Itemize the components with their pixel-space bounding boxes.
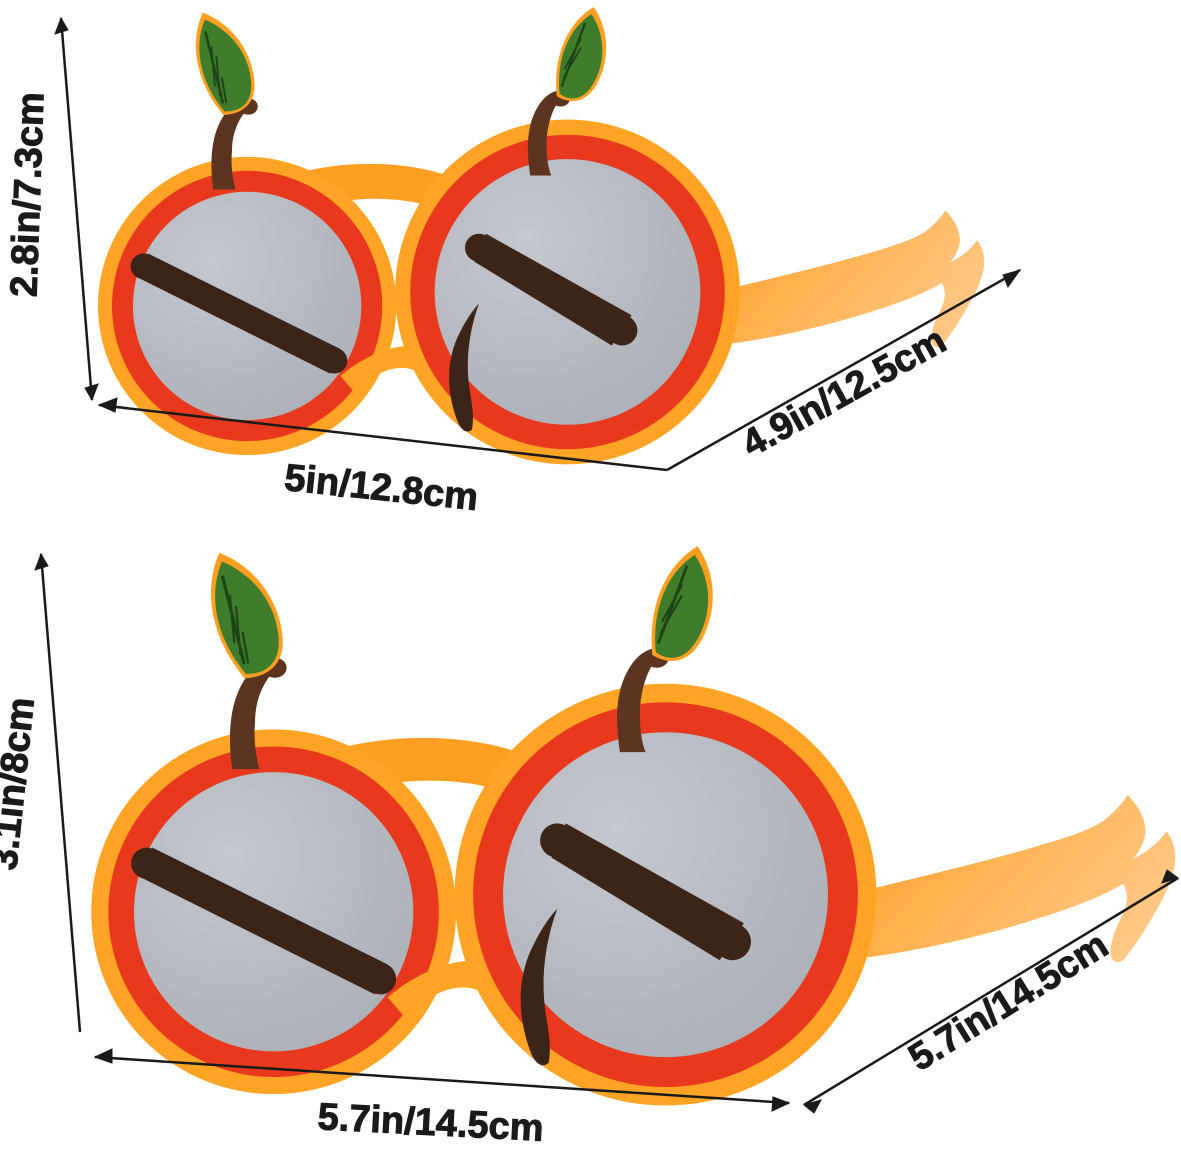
svg-text:2.8in/7.3cm: 2.8in/7.3cm — [3, 91, 52, 297]
